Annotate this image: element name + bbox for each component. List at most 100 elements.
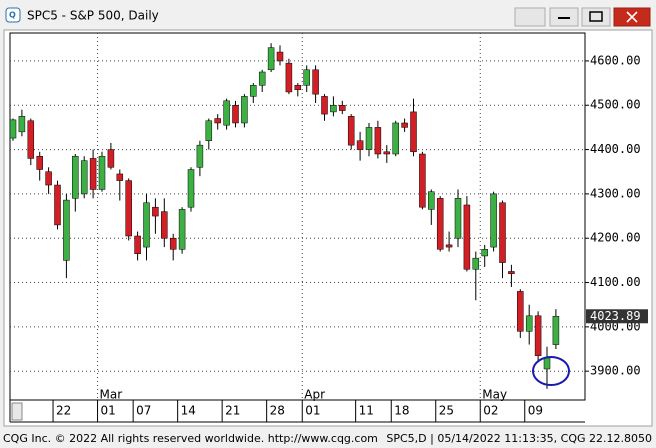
x-tick-label: 22 — [56, 404, 71, 418]
status-left: CQG Inc. © 2022 All rights reserved worl… — [3, 432, 378, 445]
candle-body — [445, 244, 453, 248]
candle-body — [54, 184, 61, 226]
y-tick-label: 4500.00 — [590, 98, 641, 112]
candle-body — [508, 271, 515, 274]
candle-body — [107, 149, 115, 168]
candle-body — [152, 206, 159, 217]
y-tick-label: 4300.00 — [590, 186, 641, 200]
candle-body — [339, 104, 346, 111]
title-bar — [0, 0, 656, 30]
candle-body — [454, 198, 462, 239]
candle-body — [383, 151, 391, 155]
candle-body — [543, 357, 551, 370]
candle-body — [116, 173, 124, 181]
candle-body — [134, 235, 141, 254]
candle-body — [258, 71, 266, 86]
candle-body — [89, 158, 97, 190]
candle-body — [98, 155, 106, 190]
candle-body — [9, 119, 17, 139]
month-label: Apr — [304, 388, 325, 402]
candle-body — [525, 315, 533, 332]
candle-body — [241, 96, 248, 124]
scroll-thumb[interactable] — [11, 402, 23, 421]
candle-body — [312, 69, 319, 95]
candle-body — [187, 169, 195, 208]
maximize-glyph — [589, 11, 603, 22]
candle-body — [125, 180, 132, 237]
candle-body — [63, 199, 70, 261]
window-title: SPC5 - S&P 500, Daily — [27, 9, 159, 23]
candle-body — [356, 140, 364, 150]
x-tick-label: 01 — [305, 404, 320, 418]
status-bar — [0, 430, 656, 448]
candle-body — [347, 116, 355, 146]
y-tick-label: 3900.00 — [590, 364, 641, 378]
candle-body — [499, 202, 506, 263]
candle-body — [410, 111, 417, 153]
x-tick-label: 01 — [101, 404, 116, 418]
status-right: SPC5,D | 05/14/2022 11:13:35, CQG 22.12.… — [386, 432, 652, 445]
month-label: May — [482, 388, 507, 402]
candle-body — [294, 85, 302, 90]
maximize-button[interactable] — [581, 7, 611, 27]
candle-body — [285, 62, 293, 93]
candle-body — [330, 104, 337, 113]
x-tick-label: 09 — [528, 404, 543, 418]
x-tick-label: 07 — [136, 404, 151, 418]
candle-body — [490, 193, 497, 248]
candle-body — [303, 69, 310, 86]
candle-body — [276, 51, 284, 62]
x-tick-label: 14 — [181, 404, 196, 418]
y-tick-label: 4100.00 — [590, 275, 641, 289]
candle-body — [463, 204, 471, 270]
last-price-label: 4023.89 — [590, 309, 641, 323]
candle-body — [36, 155, 43, 170]
candle-body — [472, 257, 480, 270]
candle-body — [205, 120, 213, 141]
candle-body — [196, 144, 204, 168]
candle-body — [161, 211, 168, 239]
x-tick-label: 28 — [270, 404, 285, 418]
candle-body — [365, 127, 373, 150]
y-tick-label: 4400.00 — [590, 142, 641, 156]
close-glyph — [626, 11, 638, 23]
candle-body — [18, 116, 26, 133]
candle-body — [214, 118, 221, 124]
app-icon-glyph: Q — [9, 11, 16, 20]
candle-body — [27, 120, 35, 159]
candle-body — [178, 209, 186, 250]
link-button[interactable] — [514, 7, 546, 27]
x-tick-label: 18 — [394, 404, 409, 418]
candle-body — [517, 291, 524, 332]
candle-body — [250, 85, 257, 97]
candle-body — [552, 315, 560, 345]
candle-body — [45, 171, 52, 186]
candle-body — [72, 155, 79, 199]
candle-body — [232, 104, 239, 124]
candle-body — [481, 249, 488, 257]
candle-body — [436, 198, 444, 250]
y-tick-label: 4200.00 — [590, 231, 641, 245]
x-tick-label: 02 — [483, 404, 498, 418]
y-tick-label: 4600.00 — [590, 53, 641, 67]
x-tick-label: 25 — [439, 404, 454, 418]
last-price-box — [586, 309, 648, 324]
candle-body — [169, 237, 177, 250]
candle-body — [401, 122, 408, 128]
candle-body — [321, 96, 328, 115]
candle-body — [428, 191, 435, 210]
candle-body — [267, 47, 275, 71]
candle-body — [419, 153, 426, 208]
candle-body — [374, 127, 382, 155]
candle-body — [223, 100, 230, 126]
candle-body — [534, 315, 542, 356]
candle-body — [143, 202, 150, 248]
highlight-circle — [532, 356, 570, 386]
app-icon — [5, 7, 21, 23]
month-label: Mar — [100, 388, 123, 402]
x-tick-label: 21 — [225, 404, 240, 418]
x-tick-label: 11 — [359, 404, 374, 418]
candle-body — [80, 160, 88, 195]
